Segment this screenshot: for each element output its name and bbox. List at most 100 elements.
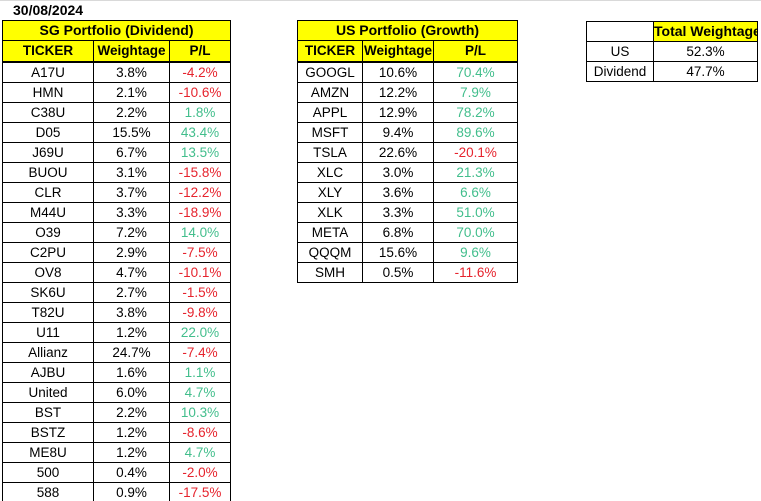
ticker-cell[interactable]: A17U bbox=[2, 61, 94, 83]
report-date[interactable]: 30/08/2024 bbox=[13, 2, 84, 18]
weightage-cell[interactable]: 1.2% bbox=[93, 322, 170, 343]
pl-cell[interactable]: 7.9% bbox=[433, 82, 518, 103]
pl-cell[interactable]: -20.1% bbox=[433, 142, 518, 163]
pl-cell[interactable]: -7.5% bbox=[168, 242, 232, 263]
pl-cell[interactable]: -18.9% bbox=[168, 202, 232, 223]
ticker-column-header[interactable]: TICKER bbox=[2, 40, 94, 63]
ticker-cell[interactable]: HMN bbox=[2, 82, 94, 103]
weightage-cell[interactable]: 6.7% bbox=[93, 142, 170, 163]
pl-cell[interactable]: -10.1% bbox=[168, 262, 232, 283]
ticker-cell[interactable]: T82U bbox=[2, 302, 94, 323]
pl-cell[interactable]: 9.6% bbox=[433, 242, 518, 263]
pl-cell[interactable]: 78.2% bbox=[433, 102, 518, 123]
weightage-cell[interactable]: 10.6% bbox=[362, 61, 434, 83]
pl-cell[interactable]: -12.2% bbox=[168, 182, 232, 203]
pl-cell[interactable]: 70.4% bbox=[433, 61, 518, 83]
portfolio-label-cell[interactable]: Dividend bbox=[586, 61, 654, 82]
ticker-cell[interactable]: Allianz bbox=[2, 342, 94, 363]
weightage-cell[interactable]: 0.4% bbox=[93, 462, 170, 483]
weightage-cell[interactable]: 2.2% bbox=[93, 402, 170, 423]
pl-cell[interactable]: 22.0% bbox=[168, 322, 232, 343]
pl-cell[interactable]: 21.3% bbox=[433, 162, 518, 183]
pl-cell[interactable]: 4.7% bbox=[168, 442, 232, 463]
pl-cell[interactable]: 13.5% bbox=[168, 142, 232, 163]
weightage-cell[interactable]: 2.2% bbox=[93, 102, 170, 123]
ticker-cell[interactable]: United bbox=[2, 382, 94, 403]
weightage-cell[interactable]: 3.8% bbox=[93, 61, 170, 83]
ticker-cell[interactable]: BSTZ bbox=[2, 422, 94, 443]
weightage-cell[interactable]: 2.1% bbox=[93, 82, 170, 103]
weightage-cell[interactable]: 9.4% bbox=[362, 122, 434, 143]
ticker-cell[interactable]: C38U bbox=[2, 102, 94, 123]
us-portfolio-title[interactable]: US Portfolio (Growth) bbox=[297, 20, 518, 41]
pl-cell[interactable]: -15.8% bbox=[168, 162, 232, 183]
total-weightage-value-cell[interactable]: 47.7% bbox=[653, 61, 758, 82]
weightage-cell[interactable]: 3.1% bbox=[93, 162, 170, 183]
total-weightage-title[interactable]: Total Weightage bbox=[653, 21, 758, 42]
pl-cell[interactable]: -8.6% bbox=[168, 422, 232, 443]
weightage-cell[interactable]: 12.9% bbox=[362, 102, 434, 123]
weightage-cell[interactable]: 22.6% bbox=[362, 142, 434, 163]
weightage-cell[interactable]: 3.6% bbox=[362, 182, 434, 203]
ticker-cell[interactable]: J69U bbox=[2, 142, 94, 163]
ticker-cell[interactable]: XLY bbox=[297, 182, 363, 203]
weightage-cell[interactable]: 15.6% bbox=[362, 242, 434, 263]
ticker-cell[interactable]: AJBU bbox=[2, 362, 94, 383]
pl-cell[interactable]: -2.0% bbox=[168, 462, 232, 483]
ticker-cell[interactable]: D05 bbox=[2, 122, 94, 143]
pl-cell[interactable]: 70.0% bbox=[433, 222, 518, 243]
ticker-cell[interactable]: TSLA bbox=[297, 142, 363, 163]
weightage-cell[interactable]: 6.0% bbox=[93, 382, 170, 403]
weightage-cell[interactable]: 6.8% bbox=[362, 222, 434, 243]
pl-cell[interactable]: 89.6% bbox=[433, 122, 518, 143]
pl-cell[interactable]: -11.6% bbox=[433, 262, 518, 283]
ticker-cell[interactable]: AMZN bbox=[297, 82, 363, 103]
sg-portfolio-title[interactable]: SG Portfolio (Dividend) bbox=[1, 20, 232, 41]
pl-cell[interactable]: 1.1% bbox=[168, 362, 232, 383]
ticker-cell[interactable]: ME8U bbox=[2, 442, 94, 463]
weightage-cell[interactable]: 1.2% bbox=[93, 442, 170, 463]
weightage-cell[interactable]: 2.9% bbox=[93, 242, 170, 263]
ticker-cell[interactable]: U11 bbox=[2, 322, 94, 343]
ticker-cell[interactable]: XLC bbox=[297, 162, 363, 183]
ticker-cell[interactable]: CLR bbox=[2, 182, 94, 203]
ticker-cell[interactable]: O39 bbox=[2, 222, 94, 243]
pl-cell[interactable]: -10.6% bbox=[168, 82, 232, 103]
ticker-column-header[interactable]: TICKER bbox=[297, 40, 363, 63]
ticker-cell[interactable]: GOOGL bbox=[297, 61, 363, 83]
pl-cell[interactable]: 1.8% bbox=[168, 102, 232, 123]
weightage-cell[interactable]: 3.8% bbox=[93, 302, 170, 323]
pl-cell[interactable]: -4.2% bbox=[168, 61, 232, 83]
ticker-cell[interactable]: OV8 bbox=[2, 262, 94, 283]
ticker-cell[interactable]: APPL bbox=[297, 102, 363, 123]
weightage-cell[interactable]: 1.2% bbox=[93, 422, 170, 443]
weightage-cell[interactable]: 4.7% bbox=[93, 262, 170, 283]
pl-cell[interactable]: -17.5% bbox=[168, 482, 232, 501]
pl-cell[interactable]: -1.5% bbox=[168, 282, 232, 303]
weightage-cell[interactable]: 1.6% bbox=[93, 362, 170, 383]
pl-cell[interactable]: 4.7% bbox=[168, 382, 232, 403]
weightage-column-header[interactable]: Weightage bbox=[362, 40, 434, 63]
weightage-cell[interactable]: 0.9% bbox=[93, 482, 170, 501]
pl-column-header[interactable]: P/L bbox=[168, 40, 232, 63]
ticker-cell[interactable]: SMH bbox=[297, 262, 363, 283]
ticker-cell[interactable]: BST bbox=[2, 402, 94, 423]
ticker-cell[interactable]: C2PU bbox=[2, 242, 94, 263]
weightage-cell[interactable]: 3.0% bbox=[362, 162, 434, 183]
pl-cell[interactable]: 10.3% bbox=[168, 402, 232, 423]
total-weightage-value-cell[interactable]: 52.3% bbox=[653, 41, 758, 62]
pl-column-header[interactable]: P/L bbox=[433, 40, 518, 63]
weightage-cell[interactable]: 24.7% bbox=[93, 342, 170, 363]
ticker-cell[interactable]: SK6U bbox=[2, 282, 94, 303]
ticker-cell[interactable]: M44U bbox=[2, 202, 94, 223]
pl-cell[interactable]: 14.0% bbox=[168, 222, 232, 243]
pl-cell[interactable]: 43.4% bbox=[168, 122, 232, 143]
ticker-cell[interactable]: 588 bbox=[2, 482, 94, 501]
weightage-cell[interactable]: 2.7% bbox=[93, 282, 170, 303]
weightage-cell[interactable]: 12.2% bbox=[362, 82, 434, 103]
ticker-cell[interactable]: QQQM bbox=[297, 242, 363, 263]
ticker-cell[interactable]: XLK bbox=[297, 202, 363, 223]
weightage-cell[interactable]: 3.3% bbox=[362, 202, 434, 223]
weightage-cell[interactable]: 15.5% bbox=[93, 122, 170, 143]
weightage-cell[interactable]: 3.3% bbox=[93, 202, 170, 223]
